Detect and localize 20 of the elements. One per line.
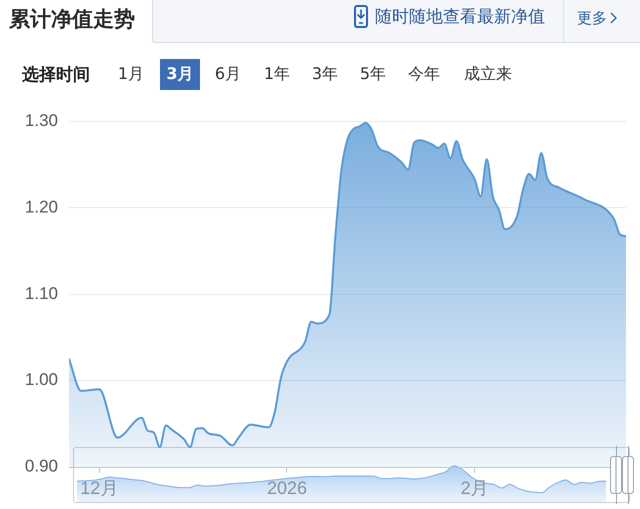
text: 1年 (264, 64, 290, 83)
text: 5年 (360, 64, 386, 83)
text: 随时随地查看最新净值 (375, 6, 545, 29)
text: 3年 (312, 64, 338, 83)
text: 选择时间 (22, 64, 90, 87)
y-tick-label: 1.00 (24, 370, 58, 390)
y-tick-label: 1.20 (24, 197, 58, 216)
y-tick-label: 0.90 (24, 456, 58, 476)
x-tick-label: 12月 (80, 478, 118, 498)
text: 1月 (118, 64, 144, 83)
chart-title: 累计净值走势 (9, 6, 135, 33)
text: 6月 (214, 64, 242, 83)
x-tick-label: 2026 (266, 478, 307, 498)
y-tick-label: 1.10 (24, 284, 58, 303)
text: 更多 (577, 8, 607, 29)
text: 3月 (165, 63, 195, 85)
text: 成立来 (463, 63, 513, 85)
y-tick-label: 1.30 (24, 110, 58, 130)
x-tick-label: 2月 (460, 478, 489, 498)
text: 今年 (408, 64, 440, 83)
